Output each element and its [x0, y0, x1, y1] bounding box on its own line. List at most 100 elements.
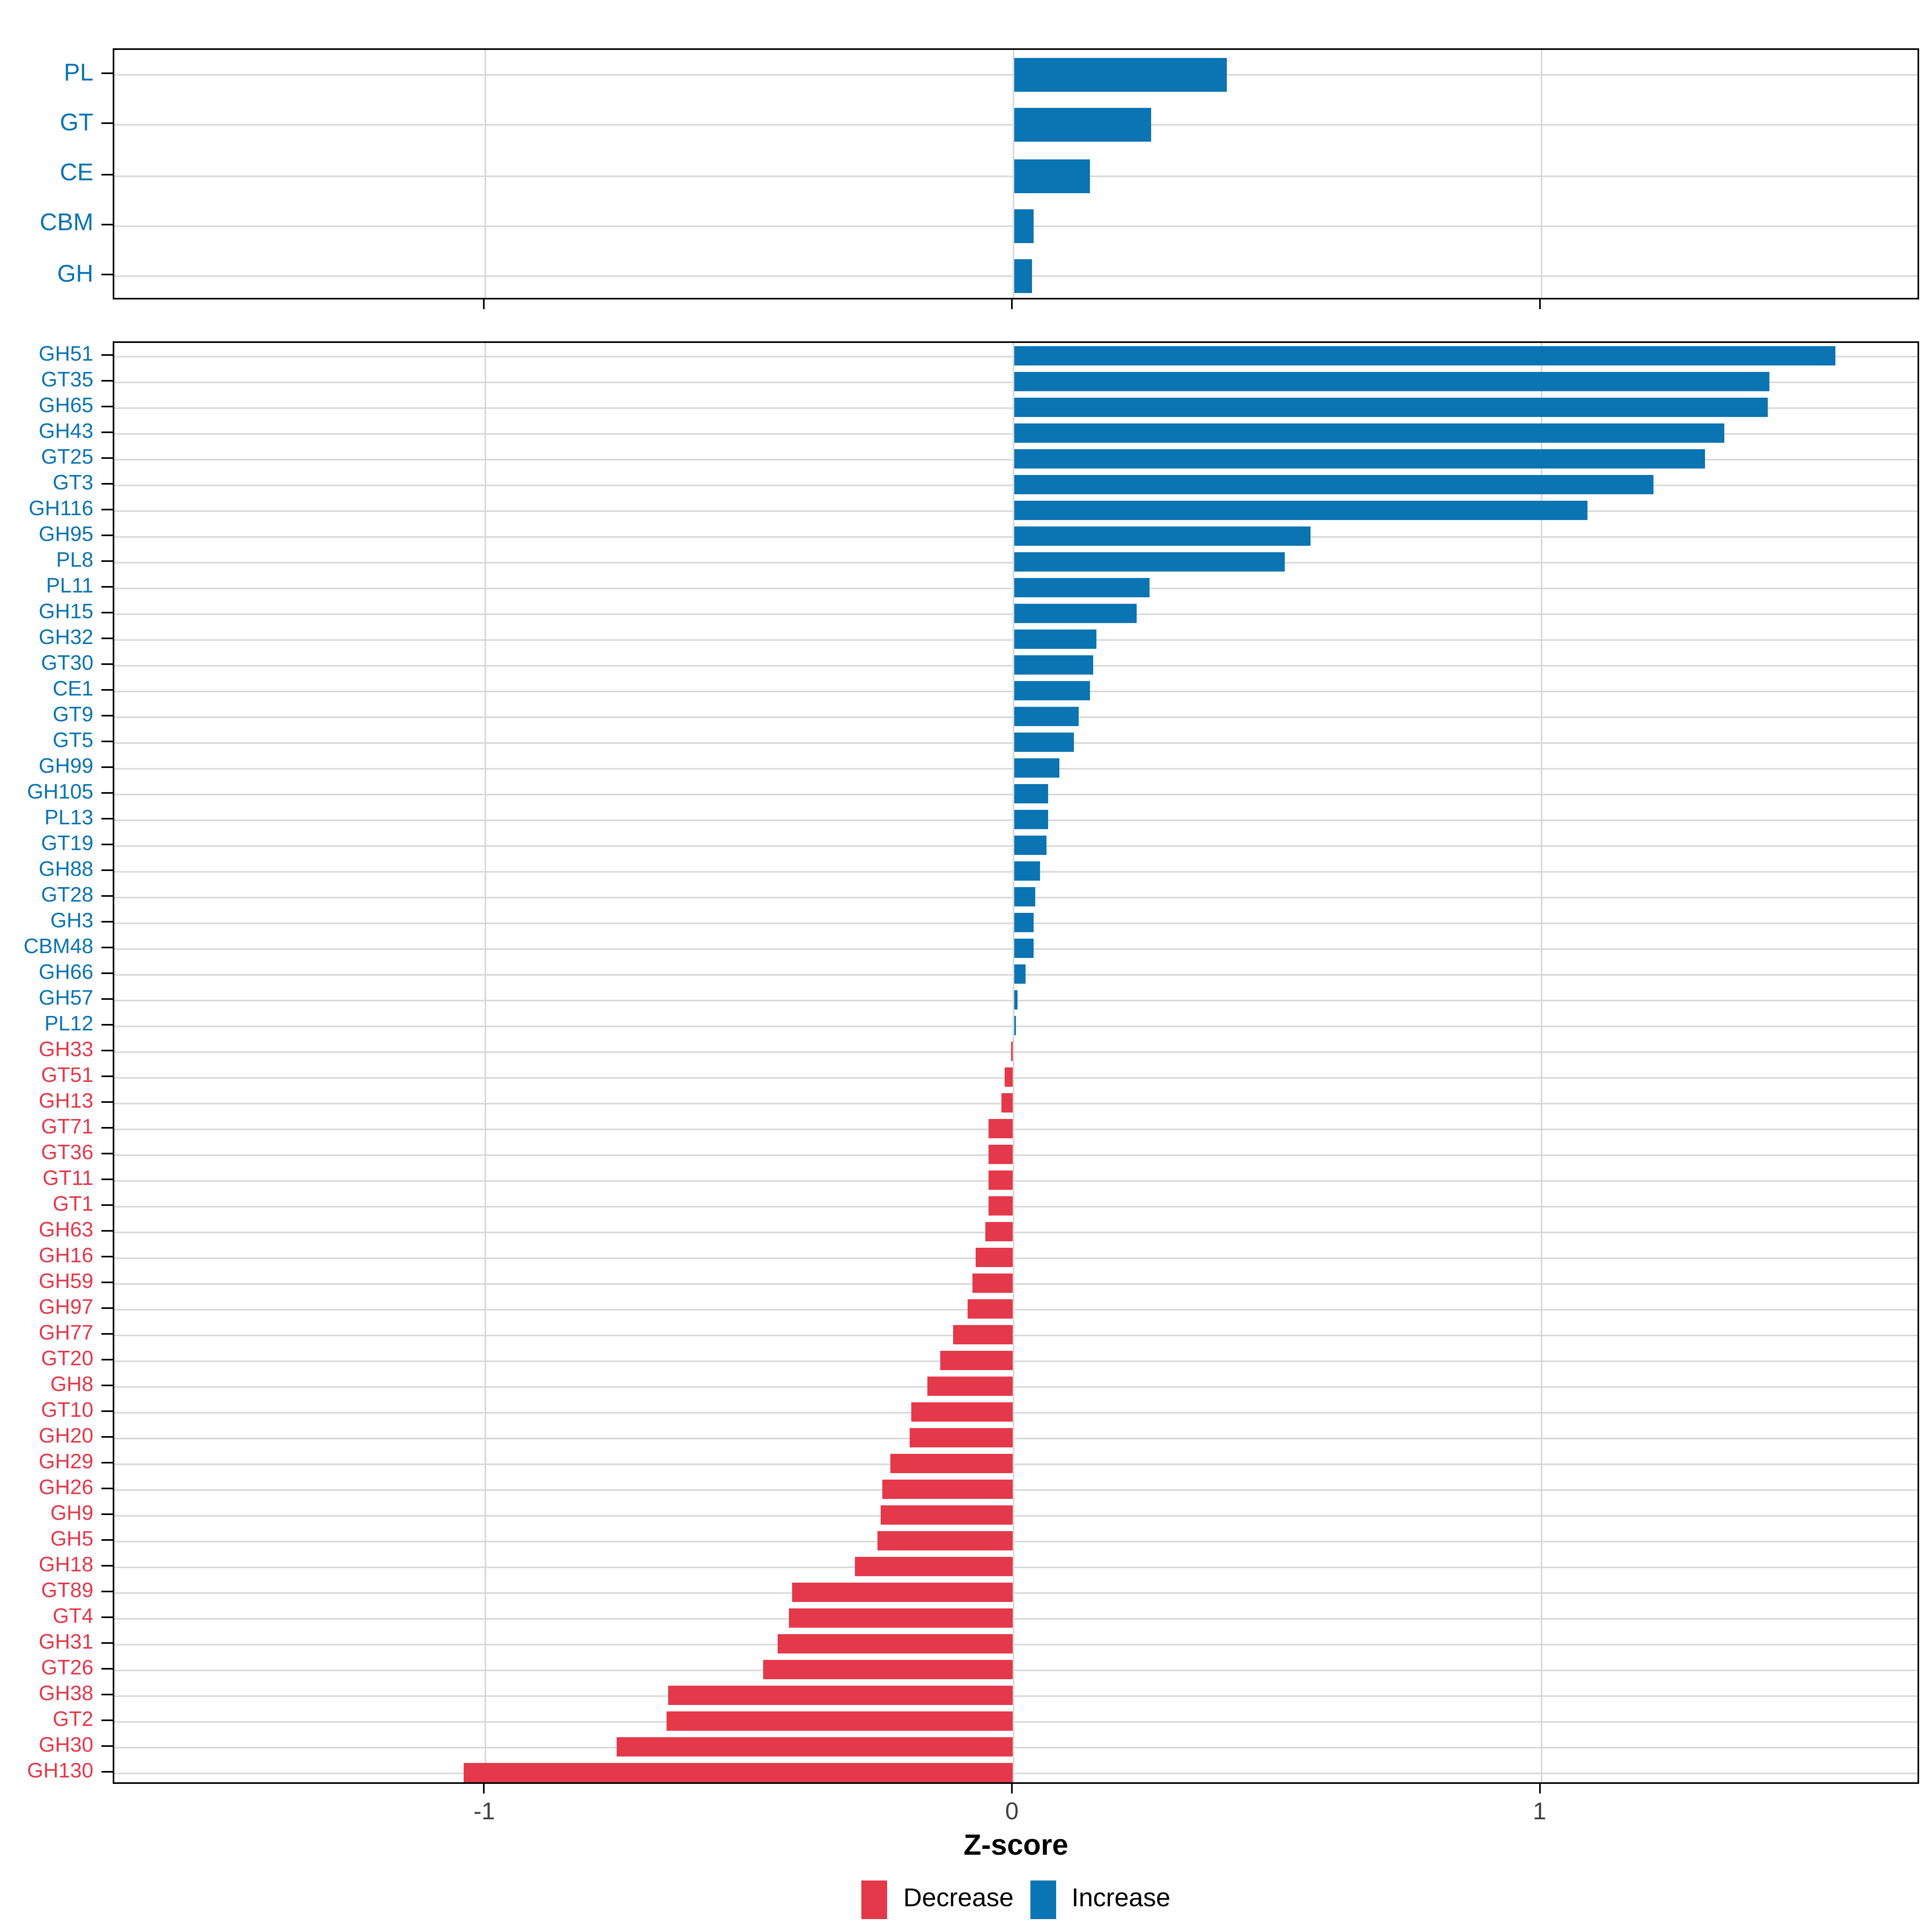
bar-GT51 — [1004, 1067, 1013, 1087]
x-tick-0-top-panel — [1011, 299, 1013, 309]
gridline-row — [114, 1360, 1918, 1361]
bar-GH — [1013, 259, 1032, 293]
bar-GT9 — [1013, 707, 1079, 726]
gridline-row — [114, 1102, 1918, 1104]
y-tick-GH30 — [101, 1744, 113, 1746]
bar-GH63 — [985, 1222, 1013, 1241]
y-label-GH13: GH13 — [39, 1088, 93, 1113]
gridline-row — [114, 1463, 1918, 1464]
bar-CE1 — [1013, 681, 1091, 700]
y-tick-GT5 — [101, 740, 113, 741]
bar-GH38 — [668, 1686, 1013, 1705]
bar-GH66 — [1013, 964, 1026, 984]
bar-GH3 — [1013, 913, 1034, 932]
y-label-GT71: GT71 — [41, 1114, 93, 1139]
gridline-x--1 — [485, 50, 487, 298]
gridline-row — [114, 1437, 1918, 1439]
y-label-GT2: GT2 — [52, 1707, 93, 1731]
legend: Decrease Increase — [113, 1880, 1919, 1919]
y-tick-GT71 — [101, 1126, 113, 1128]
bar-GT10 — [911, 1402, 1013, 1422]
bar-GH51 — [1013, 346, 1836, 365]
y-label-GT20: GT20 — [41, 1346, 93, 1371]
gridline-row — [114, 1231, 1918, 1232]
y-tick-GH15 — [101, 611, 113, 613]
bar-CBM — [1013, 208, 1034, 243]
bar-GT30 — [1013, 655, 1094, 675]
y-tick-GT2 — [101, 1719, 113, 1720]
y-tick-GH5 — [101, 1538, 113, 1540]
y-label-PL8: PL8 — [56, 547, 93, 572]
y-tick-GH16 — [101, 1255, 113, 1257]
gridline-row — [114, 1076, 1918, 1078]
bar-GT2 — [666, 1711, 1013, 1731]
bar-PL13 — [1013, 810, 1048, 829]
bar-GT1 — [988, 1196, 1013, 1216]
gridline-row — [114, 1643, 1918, 1645]
y-label-PL: PL — [64, 59, 93, 87]
legend-swatch-increase — [1030, 1880, 1056, 1919]
y-tick-PL12 — [101, 1023, 113, 1025]
y-tick-GT25 — [101, 456, 113, 458]
y-tick-GH — [101, 273, 113, 275]
bar-GH77 — [953, 1325, 1013, 1344]
y-label-GH59: GH59 — [39, 1269, 93, 1293]
y-label-GH32: GH32 — [39, 625, 93, 649]
gridline-row — [114, 1488, 1918, 1490]
bar-GH65 — [1013, 398, 1768, 417]
legend-label-decrease: Decrease — [903, 1885, 1014, 1913]
bar-GH95 — [1013, 526, 1310, 546]
x-tick--1-bottom-panel — [483, 1784, 485, 1794]
y-tick-PL11 — [101, 585, 113, 587]
bar-GH8 — [927, 1377, 1013, 1396]
y-label-CE1: CE1 — [52, 676, 93, 701]
bar-GH116 — [1013, 501, 1588, 520]
y-tick-GH20 — [101, 1435, 113, 1437]
y-label-GH99: GH99 — [39, 753, 93, 778]
gridline-row — [114, 1257, 1918, 1258]
bar-GH5 — [877, 1531, 1013, 1550]
y-tick-CBM48 — [101, 946, 113, 947]
y-tick-GH29 — [101, 1461, 113, 1463]
y-label-GH97: GH97 — [39, 1294, 93, 1319]
bar-GH99 — [1013, 758, 1059, 778]
bar-GH59 — [972, 1274, 1013, 1293]
y-label-CE: CE — [60, 159, 93, 187]
y-tick-GH33 — [101, 1049, 113, 1051]
y-tick-PL — [101, 72, 113, 74]
x-tick-1-top-panel — [1539, 299, 1540, 309]
y-tick-GH95 — [101, 534, 113, 535]
bar-GT — [1013, 108, 1152, 142]
y-tick-GH9 — [101, 1513, 113, 1514]
y-label-GT28: GT28 — [41, 882, 93, 907]
gridline-x-1 — [1540, 343, 1542, 1782]
y-tick-GT10 — [101, 1410, 113, 1411]
y-tick-GT4 — [101, 1616, 113, 1617]
y-label-GT26: GT26 — [41, 1655, 93, 1680]
y-tick-GT28 — [101, 894, 113, 896]
y-tick-GH32 — [101, 637, 113, 638]
y-label-GT36: GT36 — [41, 1140, 93, 1164]
gridline-row — [114, 1128, 1918, 1129]
y-label-CBM: CBM — [39, 210, 93, 237]
bar-GT89 — [792, 1583, 1013, 1602]
y-tick-GT35 — [101, 379, 113, 381]
bar-GH88 — [1013, 861, 1040, 881]
top-panel — [113, 48, 1919, 299]
x-tick-1-bottom-panel — [1539, 1784, 1540, 1794]
y-tick-GH99 — [101, 766, 113, 767]
bar-GH32 — [1013, 630, 1096, 649]
y-tick-GH63 — [101, 1229, 113, 1231]
bar-GT71 — [988, 1119, 1013, 1138]
y-label-GH51: GH51 — [39, 341, 93, 366]
y-label-GH116: GH116 — [29, 496, 93, 520]
y-tick-GH88 — [101, 869, 113, 870]
bar-GH29 — [890, 1454, 1013, 1473]
bar-PL — [1013, 58, 1227, 92]
y-label-GT3: GT3 — [52, 470, 93, 495]
y-tick-CE1 — [101, 688, 113, 690]
y-label-GT5: GT5 — [52, 728, 93, 752]
bar-PL11 — [1013, 578, 1150, 597]
bar-GH26 — [882, 1480, 1013, 1499]
